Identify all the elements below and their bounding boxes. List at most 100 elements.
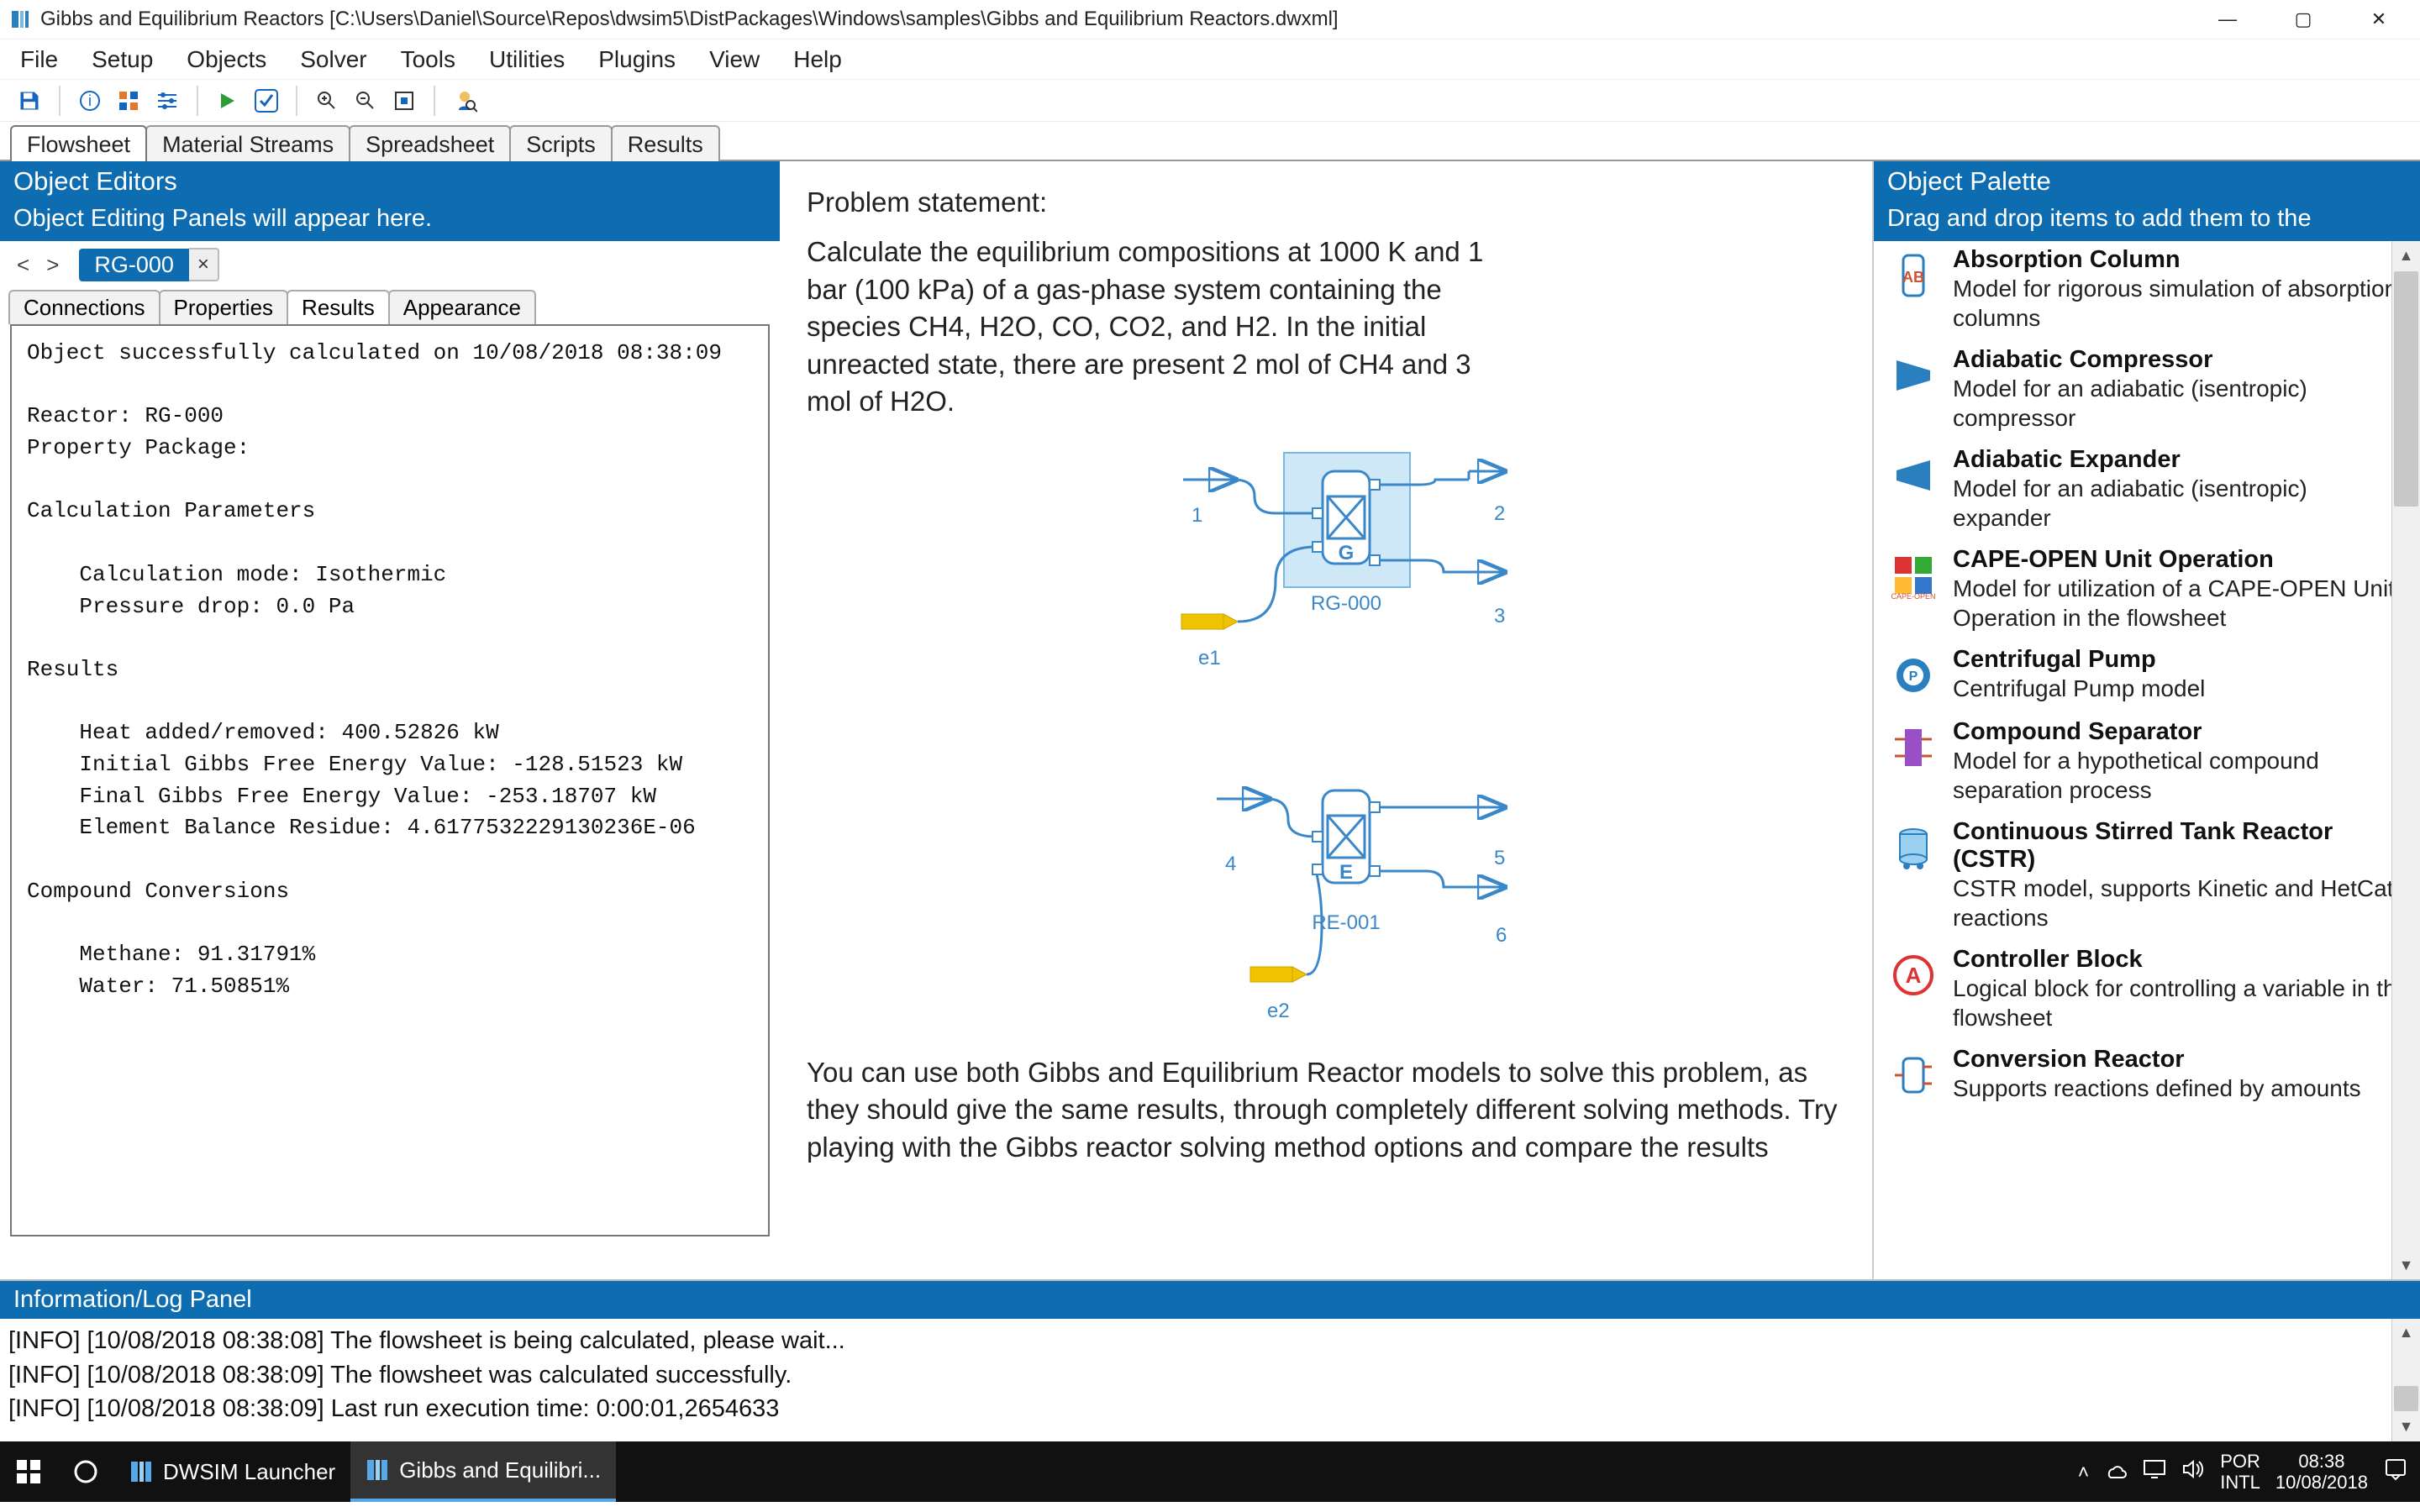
save-icon[interactable] <box>13 85 45 117</box>
palette-item-title: Adiabatic Compressor <box>1953 346 2410 374</box>
menu-solver[interactable]: Solver <box>283 41 383 78</box>
task-gibbs[interactable]: Gibbs and Equilibri... <box>350 1441 616 1502</box>
svg-text:e2: e2 <box>1267 1000 1290 1022</box>
problem-footer: You can use both Gibbs and Equilibrium R… <box>807 1054 1865 1167</box>
menu-help[interactable]: Help <box>776 41 859 78</box>
palette-item-compound-separator[interactable]: Compound SeparatorModel for a hypothetic… <box>1874 713 2420 813</box>
palette-item-cape-open-unit-operation[interactable]: CAPE-OPENCAPE-OPEN Unit OperationModel f… <box>1874 541 2420 641</box>
svg-text:E: E <box>1339 861 1353 884</box>
menu-view[interactable]: View <box>692 41 776 78</box>
palette-item-adiabatic-expander[interactable]: Adiabatic ExpanderModel for an adiabatic… <box>1874 441 2420 541</box>
tray-time[interactable]: 08:38 <box>2298 1451 2344 1472</box>
menu-setup[interactable]: Setup <box>75 41 170 78</box>
palette-item-desc: Centrifugal Pump model <box>1953 674 2205 703</box>
svg-text:6: 6 <box>1496 924 1507 947</box>
log-panel: Information/Log Panel [INFO] [10/08/2018… <box>0 1279 2420 1441</box>
tray-chevron-icon[interactable]: ˄ <box>2078 1461 2089 1483</box>
cortana-button[interactable] <box>57 1441 114 1502</box>
flowsheet-canvas[interactable]: Problem statement: Calculate the equilib… <box>780 161 1872 1279</box>
log-scrollbar[interactable]: ▲ ▼ <box>2391 1319 2420 1441</box>
cstr-icon <box>1884 818 1943 877</box>
palette-item-adiabatic-compressor[interactable]: Adiabatic CompressorModel for an adiabat… <box>1874 341 2420 441</box>
check-icon[interactable] <box>250 85 282 117</box>
minimize-button[interactable]: — <box>2190 0 2265 39</box>
log-line: [INFO] [10/08/2018 08:38:08] The flowshe… <box>8 1324 2412 1358</box>
palette-item-controller-block[interactable]: AController BlockLogical block for contr… <box>1874 941 2420 1041</box>
grid-icon[interactable] <box>113 85 145 117</box>
tray-kb[interactable]: INTL <box>2220 1472 2260 1493</box>
flowsheet-diagram-1[interactable]: G RG-000 1 e1 2 3 <box>1107 446 1544 748</box>
palette-item-desc: Model for an adiabatic (isentropic) comp… <box>1953 374 2410 433</box>
fit-icon[interactable] <box>388 85 420 117</box>
play-icon[interactable] <box>212 85 244 117</box>
object-tab[interactable]: RG-000 <box>79 249 189 281</box>
palette-item-conversion-reactor[interactable]: Conversion ReactorSupports reactions def… <box>1874 1041 2420 1113</box>
svg-text:G: G <box>1339 542 1355 564</box>
palette-item-desc: CSTR model, supports Kinetic and HetCat … <box>1953 874 2410 932</box>
palette-item-desc: Supports reactions defined by amounts <box>1953 1074 2361 1103</box>
system-tray[interactable]: ˄ PORINTL 08:3810/08/2018 <box>2078 1451 2420 1494</box>
tray-display-icon[interactable] <box>2143 1459 2166 1484</box>
log-line: [INFO] [10/08/2018 08:38:09] The flowshe… <box>8 1358 2412 1393</box>
object-tab-close[interactable]: × <box>189 248 219 281</box>
palette-item-title: Compound Separator <box>1953 718 2410 746</box>
main-tabstrip: FlowsheetMaterial StreamsSpreadsheetScri… <box>0 121 2420 161</box>
zoom-in-icon[interactable] <box>311 85 343 117</box>
palette-item-title: Conversion Reactor <box>1953 1046 2361 1074</box>
palette-list[interactable]: ABAbsorption ColumnModel for rigorous si… <box>1874 241 2420 1279</box>
subtab-connections[interactable]: Connections <box>8 290 160 324</box>
tray-lang[interactable]: POR <box>2220 1451 2260 1472</box>
tab-flowsheet[interactable]: Flowsheet <box>10 125 147 161</box>
log-line: [INFO] [10/08/2018 08:38:09] Last run ex… <box>8 1392 2412 1426</box>
svg-text:2: 2 <box>1494 502 1505 525</box>
start-button[interactable] <box>0 1441 57 1502</box>
palette-item-desc: Model for an adiabatic (isentropic) expa… <box>1953 474 2410 533</box>
palette-item-title: Controller Block <box>1953 946 2410 974</box>
menu-file[interactable]: File <box>3 41 75 78</box>
tab-scripts[interactable]: Scripts <box>509 125 613 161</box>
menu-objects[interactable]: Objects <box>170 41 283 78</box>
title-bar: Gibbs and Equilibrium Reactors [C:\Users… <box>0 0 2420 39</box>
log-body: [INFO] [10/08/2018 08:38:08] The flowshe… <box>0 1319 2420 1441</box>
menu-plugins[interactable]: Plugins <box>581 41 692 78</box>
palette-item-absorption-column[interactable]: ABAbsorption ColumnModel for rigorous si… <box>1874 241 2420 341</box>
tab-spreadsheet[interactable]: Spreadsheet <box>349 125 511 161</box>
nav-back[interactable]: < <box>8 250 38 280</box>
palette-item-title: Adiabatic Expander <box>1953 446 2410 474</box>
maximize-button[interactable]: ▢ <box>2265 0 2341 39</box>
tab-results[interactable]: Results <box>611 125 720 161</box>
nav-fwd[interactable]: > <box>38 250 67 280</box>
palette-item-title: Continuous Stirred Tank Reactor (CSTR) <box>1953 818 2410 874</box>
sliders-icon[interactable] <box>151 85 183 117</box>
subtab-appearance[interactable]: Appearance <box>388 290 536 324</box>
palette-subheader: Drag and drop items to add them to the <box>1874 202 2420 241</box>
close-button[interactable]: ✕ <box>2341 0 2417 39</box>
palette-item-centrifugal-pump[interactable]: PCentrifugal PumpCentrifugal Pump model <box>1874 641 2420 713</box>
svg-text:3: 3 <box>1494 605 1505 627</box>
svg-text:i: i <box>88 92 92 109</box>
flowsheet-diagram-2[interactable]: E RE-001 4 e2 5 6 <box>1107 774 1544 1042</box>
menu-tools[interactable]: Tools <box>384 41 472 78</box>
subtab-results[interactable]: Results <box>287 290 390 324</box>
tab-material-streams[interactable]: Material Streams <box>145 125 350 161</box>
conv-icon <box>1884 1046 1943 1105</box>
abs-icon: AB <box>1884 246 1943 305</box>
tray-notifications-icon[interactable] <box>2383 1457 2408 1487</box>
tray-volume-icon[interactable] <box>2181 1459 2205 1484</box>
sep-icon <box>1884 718 1943 777</box>
menu-utilities[interactable]: Utilities <box>472 41 581 78</box>
problem-text: Calculate the equilibrium compositions a… <box>807 234 1496 421</box>
task-dwsim-launcher[interactable]: DWSIM Launcher <box>114 1441 350 1502</box>
palette-scrollbar[interactable]: ▲ ▼ <box>2391 241 2420 1279</box>
comp-icon <box>1884 346 1943 405</box>
tray-date[interactable]: 10/08/2018 <box>2275 1472 2368 1493</box>
svg-text:A: A <box>1906 963 1922 988</box>
zoom-out-icon[interactable] <box>350 85 381 117</box>
info-icon[interactable]: i <box>74 85 106 117</box>
tray-onedrive-icon[interactable] <box>2104 1461 2128 1483</box>
subtab-properties[interactable]: Properties <box>159 290 289 324</box>
toolbar: i <box>0 79 2420 121</box>
taskbar[interactable]: DWSIM Launcher Gibbs and Equilibri... ˄ … <box>0 1441 2420 1502</box>
inspector-icon[interactable] <box>449 85 481 117</box>
palette-item-continuous-stirred-tank-reactor-cstr-[interactable]: Continuous Stirred Tank Reactor (CSTR)CS… <box>1874 813 2420 941</box>
